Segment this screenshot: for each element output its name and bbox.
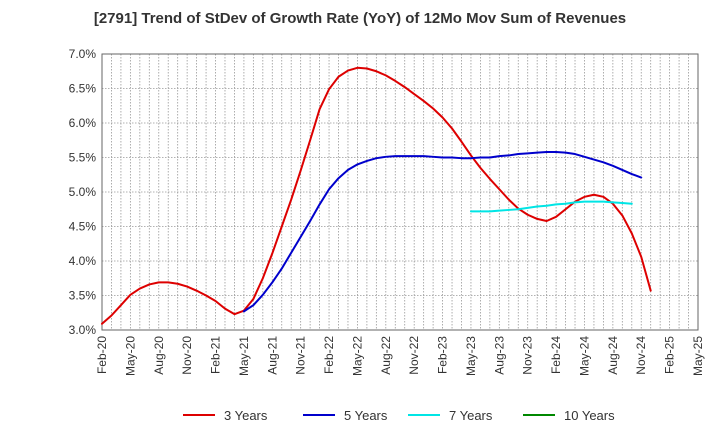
plot-border [101,53,699,331]
x-tick-label: Aug-21 [265,336,279,375]
y-tick-label: 6.5% [69,82,97,96]
series-line-3-years [101,66,652,325]
x-tick-label: Nov-20 [180,336,194,375]
x-tick-label: May-21 [237,336,251,376]
x-tick-label: Aug-23 [492,336,506,375]
legend-label: 3 Years [224,408,268,423]
x-tick-label: May-24 [577,336,591,376]
x-tick-label: Aug-22 [379,336,393,375]
x-tick-label: Aug-20 [152,336,166,375]
y-tick-label: 5.0% [69,185,97,199]
x-tick-label: Nov-22 [407,336,421,375]
legend-label: 7 Years [449,408,493,423]
y-tick-label: 3.0% [69,323,97,337]
x-tick-label: Feb-22 [322,336,336,374]
y-tick-label: 7.0% [69,47,97,61]
x-tick-label: May-25 [691,336,705,376]
series-line-5-years [242,150,643,313]
y-tick-label: 4.0% [69,254,97,268]
x-tick-label: Nov-24 [634,336,648,375]
y-tick-label: 6.0% [69,116,97,130]
legend-label: 10 Years [564,408,615,423]
legend-label: 5 Years [344,408,388,423]
series-line-7-years [469,200,633,213]
x-tick-label: Feb-20 [95,336,109,374]
x-tick-label: Feb-21 [209,336,223,374]
x-tick-label: Feb-24 [549,336,563,374]
x-tick-label: May-20 [123,336,137,376]
y-tick-label: 4.5% [69,220,97,234]
chart-title: [2791] Trend of StDev of Growth Rate (Yo… [93,10,627,27]
x-tick-label: May-22 [350,336,364,376]
x-tick-label: Feb-23 [436,336,450,374]
x-tick-label: Nov-21 [294,336,308,375]
y-tick-label: 3.5% [69,289,97,303]
y-tick-label: 5.5% [69,151,97,165]
x-tick-label: May-23 [464,336,478,376]
x-tick-label: Aug-24 [606,336,620,375]
x-tick-label: Nov-23 [521,336,535,375]
x-tick-label: Feb-25 [663,336,677,374]
